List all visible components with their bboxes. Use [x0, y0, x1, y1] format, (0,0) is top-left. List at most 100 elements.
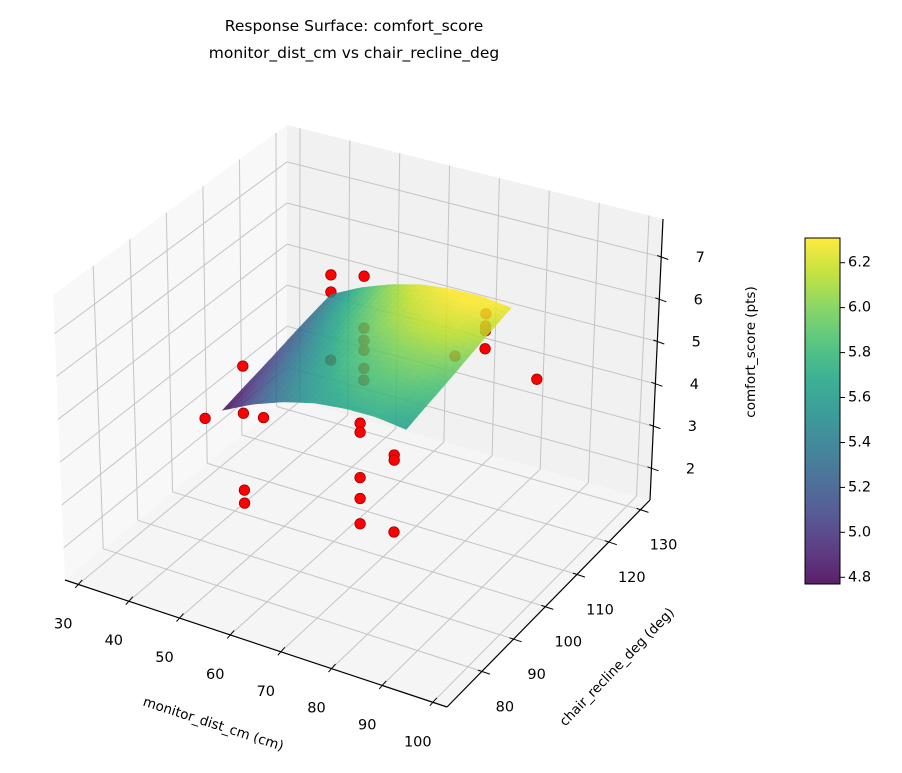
axis-panes [53, 125, 663, 707]
z-tick-label: 4 [690, 377, 699, 393]
gridline-x [179, 428, 397, 619]
gridline-x [587, 202, 600, 483]
x-tick-label: 30 [54, 616, 72, 632]
z-tick-label: 6 [694, 292, 703, 308]
gridline-z [59, 284, 288, 463]
x-tick-mark [226, 630, 235, 639]
gridline-z [286, 161, 662, 258]
colorbar-tick-label: 5.8 [848, 345, 871, 361]
y-tick-mark [477, 669, 491, 675]
colorbar-tick-label: 6.0 [848, 300, 871, 316]
z-tick-mark [647, 466, 659, 472]
gridline-z [286, 243, 658, 342]
y-tick-mark [604, 540, 617, 546]
data-point [388, 454, 400, 466]
x-tick-label: 60 [206, 667, 224, 683]
z-tick-label: 7 [696, 250, 705, 266]
gridline-x [280, 455, 493, 653]
x-tick-label: 100 [404, 734, 432, 750]
y-tick-label: 110 [586, 602, 614, 618]
x-tick-mark [125, 596, 134, 606]
y-tick-mark [572, 572, 586, 578]
colorbar-tick-label: 6.2 [848, 255, 871, 271]
floor-pane [65, 398, 650, 707]
data-point [237, 407, 250, 419]
data-point [257, 411, 270, 424]
gridline-z [54, 161, 288, 335]
fitted-surface [221, 284, 512, 430]
z-tick-mark [655, 297, 667, 303]
x-tick-mark [277, 646, 286, 656]
x-tick-label: 80 [307, 701, 325, 717]
z-axis-line [649, 218, 664, 501]
colorbar-tick-label: 5.6 [848, 390, 871, 406]
gridline-y [207, 462, 578, 575]
x-tick-mark [378, 680, 387, 690]
gridline-x [331, 468, 541, 669]
z-tick-mark [653, 339, 665, 345]
gridline-y [241, 434, 609, 543]
data-point [237, 360, 249, 372]
gridline-y [172, 491, 546, 608]
gridline-x [128, 414, 349, 602]
data-point [531, 373, 543, 385]
data-point [238, 497, 251, 509]
surface-patch [326, 292, 339, 300]
x-tick-label: 70 [257, 684, 275, 700]
gridline-y [103, 548, 483, 672]
gridline-y [165, 212, 173, 492]
gridline-z [286, 202, 660, 300]
x-tick-label: 40 [105, 633, 123, 649]
x-tick-mark [328, 663, 336, 673]
z-tick-label: 2 [686, 461, 695, 477]
z-axis-label: comfort_score (pts) [743, 286, 759, 417]
x-axis-label: monitor_dist_cm (cm) [141, 694, 286, 755]
x-tick-mark [429, 697, 438, 707]
data-point [354, 492, 366, 505]
data-point [354, 426, 366, 438]
gridline-z [57, 243, 288, 420]
data-point [199, 412, 211, 425]
gridline-x [77, 401, 300, 585]
data-point [238, 484, 251, 496]
x-tick-mark [176, 613, 184, 622]
y-tick-label: 80 [496, 699, 514, 715]
gridline-y [129, 239, 139, 521]
colorbar-tick-label: 5.2 [848, 479, 871, 495]
gridline-y [92, 265, 104, 549]
z-tick-mark [649, 424, 661, 430]
y-tick-label: 100 [554, 635, 582, 651]
gridline-y [137, 519, 514, 640]
colorbar-gradient [805, 238, 840, 584]
data-point [325, 269, 337, 281]
z-tick-label: 3 [688, 419, 697, 435]
data-point [479, 343, 491, 355]
y-axis-label: chair_recline_deg (deg) [556, 605, 677, 730]
gridline-x [636, 215, 650, 497]
data-point [388, 526, 400, 538]
gridline-x [381, 482, 589, 686]
gridline-x [432, 495, 637, 703]
x-tick-label: 90 [358, 717, 376, 733]
z-tick-mark [657, 255, 669, 260]
y-tick-label: 90 [527, 667, 545, 683]
gridline-x [229, 441, 445, 636]
y-tick-mark [541, 604, 554, 610]
chart-title-line-2: monitor_dist_cm vs chair_recline_deg [209, 44, 499, 63]
y-tick-label: 130 [650, 538, 678, 554]
z-tick-mark [651, 381, 663, 387]
colorbar-tick-label: 5.0 [848, 524, 871, 540]
gridline-z [56, 202, 288, 377]
y-tick-mark [509, 637, 522, 643]
gridline-x [539, 190, 550, 470]
x-tick-label: 50 [155, 650, 173, 666]
gridline-z [61, 325, 288, 506]
left-pane [53, 125, 287, 580]
y-tick-mark [636, 507, 649, 513]
data-point [354, 471, 366, 484]
y-axis-line [446, 499, 651, 708]
data-point [354, 518, 366, 530]
gridline-y [276, 406, 641, 511]
